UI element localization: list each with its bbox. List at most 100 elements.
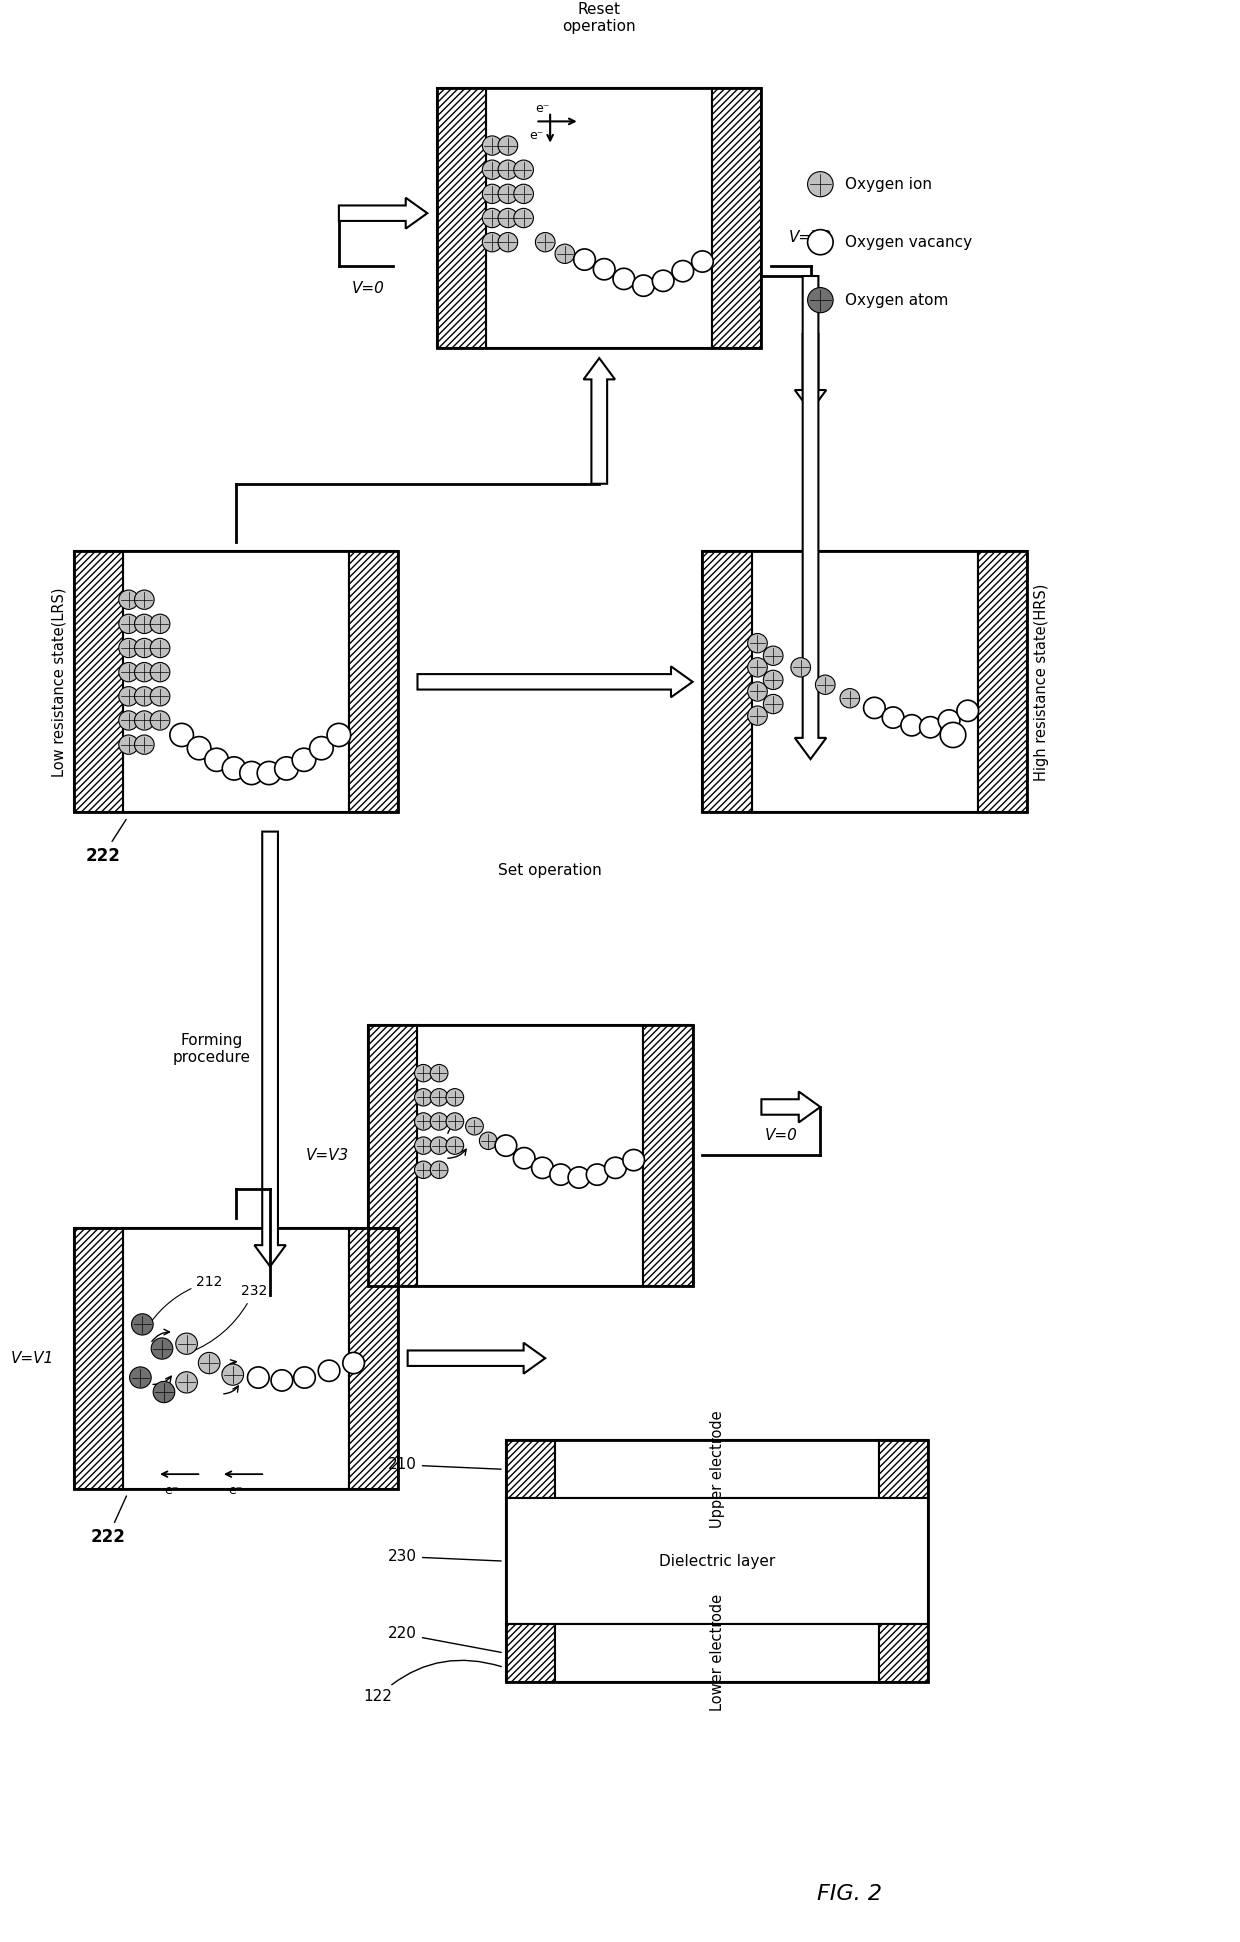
Circle shape [119,614,139,633]
Circle shape [498,233,518,252]
Circle shape [134,734,154,753]
Circle shape [327,722,351,746]
Text: Oxygen ion: Oxygen ion [844,177,932,192]
Circle shape [816,676,835,695]
Text: V=0: V=0 [765,1128,797,1144]
Circle shape [176,1332,197,1354]
Circle shape [257,761,280,785]
Circle shape [536,233,556,252]
Bar [418,1025,644,1286]
Text: Lower electrode: Lower electrode [709,1594,724,1711]
Circle shape [622,1150,645,1171]
Bar [712,87,761,348]
Circle shape [176,1371,197,1392]
Circle shape [187,736,211,759]
Circle shape [495,1134,517,1155]
Bar [506,1499,929,1624]
Circle shape [764,670,782,689]
Text: FIG. 2: FIG. 2 [817,1884,883,1905]
Text: Forming
procedure: Forming procedure [172,1033,250,1066]
Bar [123,552,348,812]
Bar [977,552,1027,812]
FancyArrow shape [795,276,826,759]
Circle shape [613,268,635,289]
Bar [879,1624,929,1682]
Circle shape [863,697,885,719]
Circle shape [119,734,139,753]
Circle shape [482,159,502,179]
Circle shape [430,1064,448,1082]
Circle shape [446,1089,464,1107]
Circle shape [134,711,154,730]
Bar [556,1624,879,1682]
Text: e⁻: e⁻ [536,101,549,115]
Circle shape [480,1132,497,1150]
Text: e⁻: e⁻ [529,130,543,142]
Circle shape [130,1367,151,1389]
Bar [486,87,712,348]
Bar [506,1441,929,1682]
Circle shape [513,208,533,227]
Circle shape [134,687,154,707]
Circle shape [513,159,533,179]
Circle shape [134,662,154,682]
Circle shape [446,1136,464,1154]
Text: V=0: V=0 [470,1352,502,1365]
Circle shape [498,208,518,227]
Text: 232: 232 [190,1284,267,1352]
Text: Dielectric layer: Dielectric layer [660,1554,775,1569]
Circle shape [498,184,518,204]
Circle shape [239,761,263,785]
Circle shape [568,1167,590,1189]
Bar [702,552,751,812]
Text: High resistance state(HRS): High resistance state(HRS) [1034,583,1049,781]
Text: V=V3: V=V3 [305,1148,348,1163]
Bar [73,1227,123,1490]
Circle shape [446,1113,464,1130]
Circle shape [574,249,595,270]
FancyArrow shape [761,1091,821,1122]
Circle shape [957,701,978,720]
Circle shape [275,757,299,781]
Circle shape [605,1157,626,1179]
Bar [368,1025,418,1286]
Circle shape [222,1363,243,1385]
Circle shape [764,647,782,666]
Circle shape [430,1089,448,1107]
Circle shape [222,757,246,781]
Circle shape [532,1157,553,1179]
Circle shape [342,1352,365,1373]
Text: Oxygen vacancy: Oxygen vacancy [844,235,972,251]
Circle shape [134,614,154,633]
Circle shape [513,1148,534,1169]
Text: V=0: V=0 [352,282,384,295]
Circle shape [170,722,193,746]
Circle shape [748,633,768,653]
Circle shape [310,736,334,759]
Circle shape [414,1113,433,1130]
Circle shape [119,590,139,610]
Text: Reset
operation: Reset operation [563,2,636,35]
Bar [702,552,1027,812]
Circle shape [414,1064,433,1082]
Circle shape [594,258,615,280]
Bar [368,1025,693,1286]
FancyArrow shape [254,831,285,1266]
Text: Upper electrode: Upper electrode [709,1410,724,1528]
Circle shape [151,1338,172,1359]
Text: 222: 222 [86,820,126,864]
Bar [438,87,486,348]
Circle shape [807,229,833,254]
Circle shape [430,1113,448,1130]
Circle shape [119,687,139,707]
FancyArrow shape [795,334,826,412]
Circle shape [430,1136,448,1154]
FancyArrow shape [339,198,428,229]
Bar [73,1227,398,1490]
Circle shape [764,695,782,715]
Text: 220: 220 [388,1625,501,1653]
Circle shape [482,208,502,227]
Text: 230: 230 [388,1550,501,1563]
Circle shape [807,287,833,313]
Bar [879,1441,929,1499]
